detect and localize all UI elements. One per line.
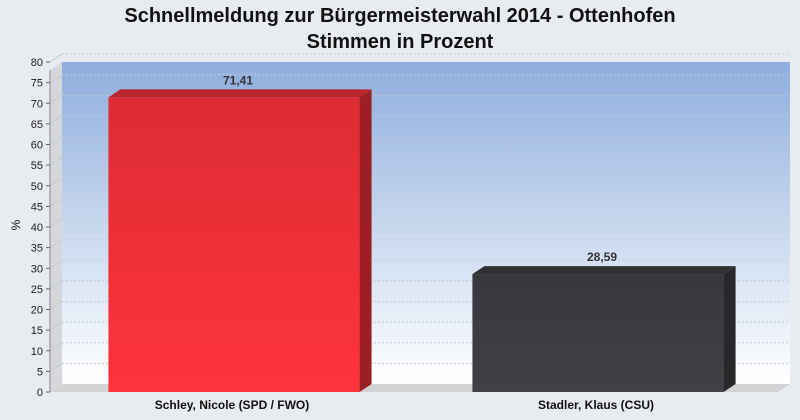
x-axis: Schley, Nicole (SPD / FWO) Stadler, Klaus… [155, 398, 654, 412]
bar-front [108, 97, 360, 392]
bar-top [472, 266, 736, 275]
y-tick-label: 0 [37, 387, 43, 399]
y-tick-label: 20 [31, 305, 43, 317]
data-label: 28,59 [587, 250, 617, 264]
y-tick-label: 15 [31, 325, 43, 337]
y-tick-label: 55 [31, 160, 43, 172]
grid-line-side [49, 280, 63, 290]
grid-line-side [49, 53, 63, 63]
y-tick-label: 65 [31, 119, 43, 131]
data-label: 71,41 [223, 73, 253, 87]
grid-line-side [49, 218, 63, 228]
bar-side [359, 89, 372, 392]
y-tick-label: 50 [31, 181, 43, 193]
y-tick-label: 5 [37, 366, 43, 378]
bars [108, 89, 736, 392]
y-tick-label: 75 [31, 78, 43, 90]
chart-title: Schnellmeldung zur Bürgermeisterwahl 201… [124, 5, 675, 27]
grid-line-side [49, 239, 63, 249]
y-tick-label: 45 [31, 201, 43, 213]
grid-line-side [49, 115, 63, 125]
bar [108, 89, 372, 392]
y-tick-label: 80 [31, 57, 43, 69]
grid-line-side [49, 94, 63, 104]
category-label: Stadler, Klaus (CSU) [538, 398, 654, 412]
grid-line-side [49, 74, 63, 84]
y-axis-label: % [9, 219, 23, 230]
y-tick-label: 35 [31, 243, 43, 255]
bar-side [723, 266, 736, 392]
grid-line-side [49, 177, 63, 187]
category-label: Schley, Nicole (SPD / FWO) [155, 398, 309, 412]
grid-line-side [49, 321, 63, 331]
grid-line-side [49, 197, 63, 207]
grid-line-side [49, 362, 63, 372]
y-tick-label: 60 [31, 140, 43, 152]
y-tick-label: 25 [31, 284, 43, 296]
y-tick-label: 10 [31, 346, 43, 358]
bar-top [108, 89, 372, 98]
grid-line-side [49, 342, 63, 352]
y-tick-label: 40 [31, 222, 43, 234]
grid-line-side [49, 301, 63, 310]
grid-line-side [49, 136, 63, 145]
y-axis: 0 5 10 15 20 25 30 35 40 45 50 55 60 65 70 75 80 [31, 57, 51, 399]
chart-subtitle: Stimmen in Prozent [307, 31, 494, 53]
y-tick-label: 70 [31, 98, 43, 110]
plot-left-wall [50, 62, 62, 392]
data-labels: 71,41 28,59 [223, 73, 617, 264]
grid-line-side [49, 259, 63, 269]
grid-line-side [49, 156, 63, 166]
bar [472, 266, 736, 392]
y-tick-label: 30 [31, 263, 43, 275]
bar-front [472, 274, 724, 392]
